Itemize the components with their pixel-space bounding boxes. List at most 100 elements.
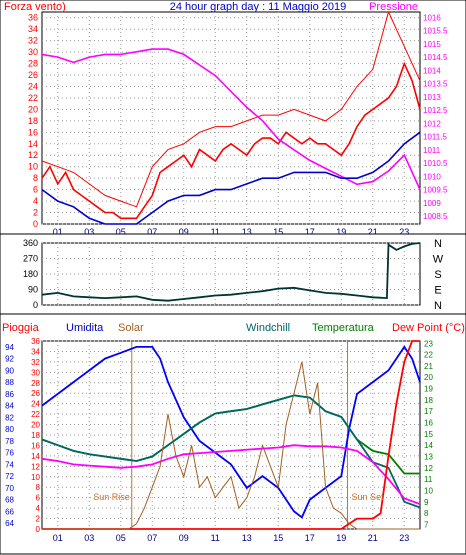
rain-tick-label: 30 bbox=[31, 368, 40, 377]
x-tick-label: 07 bbox=[147, 533, 157, 543]
rain-tick-label: 4 bbox=[36, 504, 41, 513]
direction-tick-label: 180 bbox=[23, 269, 38, 279]
rain-tick-label: 18 bbox=[31, 431, 40, 440]
wind-tick-label: 16 bbox=[28, 127, 38, 137]
rain-tick-label: 20 bbox=[31, 421, 40, 430]
legend-label: Pioggia bbox=[2, 322, 40, 334]
chart-title: 24 hour graph day : 11 Maggio 2019 bbox=[170, 1, 347, 13]
series-line-pressione bbox=[41, 48, 421, 190]
humidity-tick-label: 86 bbox=[5, 390, 14, 399]
humidity-tick-label: 72 bbox=[5, 472, 14, 481]
direction-tick-label: 360 bbox=[23, 238, 38, 248]
pressure-tick-label: 1014.5 bbox=[423, 53, 448, 62]
pressure-tick-label: 1008.5 bbox=[423, 212, 448, 221]
humidity-tick-label: 94 bbox=[5, 343, 14, 352]
temperature-tick-label: 14 bbox=[424, 441, 433, 450]
pressure-tick-label: 1013.5 bbox=[423, 80, 448, 89]
pressure-tick-label: 1015 bbox=[423, 40, 441, 49]
x-tick-label: 05 bbox=[116, 533, 126, 543]
pressure-tick-label: 1015.5 bbox=[423, 27, 448, 36]
humidity-tick-label: 82 bbox=[5, 413, 14, 422]
humidity-tick-label: 76 bbox=[5, 449, 14, 458]
temperature-tick-label: 23 bbox=[424, 339, 433, 348]
direction-tick-label: 270 bbox=[23, 254, 38, 264]
humidity-tick-label: 88 bbox=[5, 378, 14, 387]
x-tick-label: 09 bbox=[179, 533, 189, 543]
wind-tick-label: 12 bbox=[28, 150, 38, 160]
wind-pressure-series bbox=[41, 10, 421, 225]
legend-label: Solar bbox=[118, 322, 144, 334]
x-tick-label: 23 bbox=[399, 533, 409, 543]
sun-set-label: Sun Set bbox=[352, 492, 385, 502]
temperature-tick-label: 12 bbox=[424, 464, 433, 473]
rain-tick-label: 24 bbox=[31, 400, 40, 409]
compass-label: S bbox=[434, 269, 441, 281]
humidity-tick-label: 92 bbox=[5, 355, 14, 364]
pressure-tick-label: 1014 bbox=[423, 66, 441, 75]
compass-label: E bbox=[434, 285, 441, 297]
rain-tick-label: 32 bbox=[31, 358, 40, 367]
sun-rise-label: Sun Rise bbox=[93, 492, 130, 502]
series-line-umidita bbox=[41, 131, 421, 225]
wind-tick-label: 22 bbox=[28, 93, 38, 103]
temperature-tick-label: 13 bbox=[424, 453, 433, 462]
rain-tick-label: 0 bbox=[36, 525, 41, 534]
rain-tick-label: 36 bbox=[31, 337, 40, 346]
humidity-tick-label: 70 bbox=[5, 484, 14, 493]
x-tick-label: 13 bbox=[242, 227, 252, 237]
wind-pressure-ticks: 01 03 05 07 09 11 13 15 17 19 21 230246810121416182… bbox=[28, 13, 448, 237]
humidity-tick-label: 84 bbox=[5, 402, 14, 411]
series-line-windchill bbox=[41, 394, 421, 509]
x-tick-label: 15 bbox=[273, 227, 283, 237]
temperature-tick-label: 21 bbox=[424, 362, 433, 371]
x-tick-label: 11 bbox=[211, 227, 220, 237]
x-tick-label: 03 bbox=[84, 227, 94, 237]
x-tick-label: 01 bbox=[53, 227, 63, 237]
x-tick-label: 17 bbox=[305, 533, 315, 543]
x-tick-label: 19 bbox=[336, 533, 346, 543]
wind-tick-label: 24 bbox=[28, 81, 38, 91]
temperature-tick-label: 7 bbox=[424, 520, 429, 529]
legend-label: Umidita bbox=[66, 322, 104, 334]
wind-tick-label: 2 bbox=[33, 208, 38, 218]
wind-tick-label: 32 bbox=[28, 36, 38, 46]
rain-tick-label: 12 bbox=[31, 462, 40, 471]
series-line-solar bbox=[42, 361, 420, 530]
wind-tick-label: 4 bbox=[33, 196, 38, 206]
wind-tick-label: 26 bbox=[28, 70, 38, 80]
rain-tick-label: 26 bbox=[31, 389, 40, 398]
x-tick-label: 13 bbox=[242, 533, 252, 543]
temperature-tick-label: 15 bbox=[424, 430, 433, 439]
x-tick-label: 05 bbox=[116, 227, 126, 237]
compass-label: N bbox=[434, 300, 442, 312]
temperature-tick-label: 11 bbox=[424, 475, 433, 484]
legend-label: Dew Point (°C) bbox=[392, 322, 465, 334]
x-tick-label: 03 bbox=[84, 533, 94, 543]
wind-tick-label: 10 bbox=[28, 162, 38, 172]
series-line-pioggia bbox=[42, 340, 420, 530]
temperature-ticks: 01 03 05 07 09 11 13 15 17 19 21 230246810121416182… bbox=[5, 337, 433, 543]
x-tick-label: 17 bbox=[305, 227, 315, 237]
rain-tick-label: 2 bbox=[36, 515, 41, 524]
rain-tick-label: 28 bbox=[31, 379, 40, 388]
pressure-tick-label: 1012.5 bbox=[423, 106, 448, 115]
humidity-tick-label: 66 bbox=[5, 507, 14, 516]
humidity-tick-label: 78 bbox=[5, 437, 14, 446]
x-tick-label: 21 bbox=[368, 533, 378, 543]
rain-tick-label: 10 bbox=[31, 473, 40, 482]
compass-label: W bbox=[433, 254, 444, 266]
wind-tick-label: 14 bbox=[28, 139, 38, 149]
humidity-tick-label: 64 bbox=[5, 519, 14, 528]
temperature-tick-label: 17 bbox=[424, 407, 433, 416]
x-tick-label: 07 bbox=[147, 227, 157, 237]
temperature-tick-label: 18 bbox=[424, 396, 433, 405]
temperature-tick-label: 10 bbox=[424, 486, 433, 495]
wind-tick-label: 6 bbox=[33, 185, 38, 195]
temperature-legend: Pioggia Umidita Solar Windchill Temperatura D… bbox=[2, 322, 465, 502]
pressure-tick-label: 1013 bbox=[423, 93, 441, 102]
wind-pressure-grid bbox=[42, 12, 420, 225]
direction-tick-label: 90 bbox=[28, 285, 38, 295]
wind-tick-label: 36 bbox=[28, 13, 38, 23]
